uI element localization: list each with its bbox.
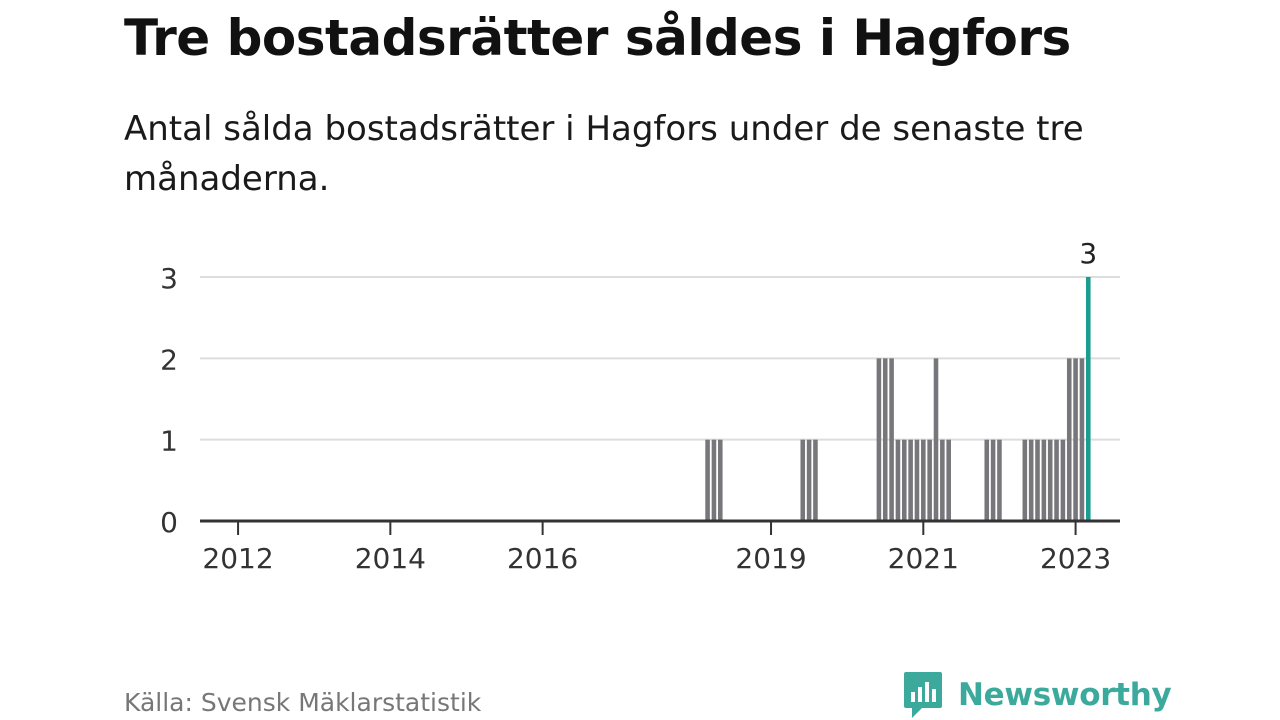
bar — [927, 439, 932, 521]
y-tick-label: 0 — [160, 506, 178, 539]
bar — [813, 439, 818, 521]
bar-highlight — [1085, 277, 1091, 521]
bar — [921, 439, 926, 521]
x-tick-label: 2019 — [735, 542, 806, 575]
source-note: Källa: Svensk Mäklarstatistik — [124, 688, 482, 717]
bar — [1028, 439, 1034, 521]
bar — [711, 439, 717, 521]
bar — [1060, 439, 1066, 521]
bar — [940, 439, 945, 521]
y-axis-ticks: 0 1 2 3 — [160, 262, 178, 539]
y-tick-label: 1 — [160, 425, 178, 458]
bar — [1054, 439, 1059, 521]
bar — [800, 439, 806, 521]
bar — [997, 439, 1002, 521]
bar — [1041, 439, 1047, 521]
bar — [882, 358, 888, 521]
bar — [1073, 358, 1078, 521]
x-tick-label: 2023 — [1040, 542, 1111, 575]
bar — [933, 358, 939, 521]
bar — [990, 439, 996, 521]
bars — [705, 277, 1091, 521]
x-tick-label: 2012 — [202, 542, 273, 575]
bar-chart: 0 1 2 3 2012 2014 2016 2019 2021 2023 3 — [160, 237, 1120, 575]
y-tick-label: 3 — [160, 262, 178, 295]
x-tick-label: 2021 — [888, 542, 959, 575]
bar — [1079, 358, 1085, 521]
bar — [876, 358, 882, 521]
bar — [806, 439, 812, 521]
bar — [895, 439, 901, 521]
chart-title: Tre bostadsrätter såldes i Hagfors — [124, 9, 1071, 67]
bar — [914, 439, 920, 521]
bar — [984, 439, 990, 521]
bar — [1047, 439, 1053, 521]
gridlines — [200, 276, 1120, 441]
bar — [889, 358, 894, 521]
bar — [908, 439, 913, 521]
brand-name: Newsworthy — [958, 677, 1172, 713]
data-label: 3 — [1079, 237, 1097, 270]
data-labels: 3 — [1079, 237, 1097, 270]
bar — [901, 439, 907, 521]
chart-subtitle: Antal sålda bostadsrätter i Hagfors unde… — [124, 109, 1084, 199]
bar — [1022, 439, 1028, 521]
bar — [1066, 358, 1072, 521]
bar — [705, 439, 710, 521]
bar — [717, 439, 723, 521]
brand-logo-block: Newsworthy — [902, 670, 1172, 720]
newsworthy-logo-icon — [904, 672, 942, 718]
x-axis-ticks: 2012 2014 2016 2019 2021 2023 — [202, 521, 1111, 575]
x-tick-label: 2016 — [507, 542, 578, 575]
y-tick-label: 2 — [160, 343, 178, 376]
bar — [1035, 439, 1040, 521]
x-tick-label: 2014 — [355, 542, 426, 575]
bar — [946, 439, 951, 521]
